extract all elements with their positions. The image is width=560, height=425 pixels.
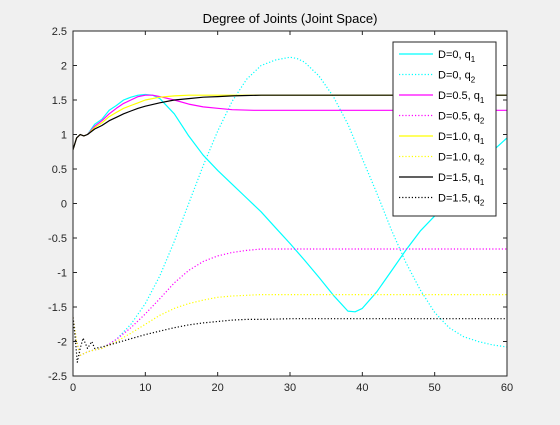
series-line-6 bbox=[73, 294, 507, 356]
legend-label: D=0, q1 bbox=[438, 49, 476, 64]
y-tick-label: 1.5 bbox=[52, 95, 67, 107]
x-tick-label: 0 bbox=[70, 382, 76, 394]
tick-layer: 0 10 20 30 40 50 60 -2.5 -2 -1.5 -1 -0.5 0 0.5 1 1.5 2 2.… bbox=[48, 26, 513, 394]
series-layer bbox=[73, 56, 507, 363]
y-tick-label: -0.5 bbox=[48, 233, 67, 245]
legend: D=0, q1 D=0, q2 D=0.5, q1 D=0.5, q2 D=1.0, q… bbox=[392, 41, 497, 217]
series-line-7 bbox=[73, 94, 507, 150]
y-tick-label: 2 bbox=[61, 61, 67, 73]
series-line-1 bbox=[73, 93, 507, 313]
y-tick-label: -1 bbox=[57, 268, 67, 280]
x-tick-label: 10 bbox=[139, 382, 151, 394]
legend-label: D=0, q2 bbox=[438, 70, 476, 85]
chart-title: Degree of Joints (Joint Space) bbox=[203, 11, 378, 26]
legend-label: D=1.0, q2 bbox=[438, 152, 485, 167]
legend-label: D=1.5, q2 bbox=[438, 193, 485, 208]
legend-label: D=1.0, q1 bbox=[438, 131, 485, 146]
x-tick-label: 30 bbox=[284, 382, 296, 394]
y-tick-label: 2.5 bbox=[52, 26, 67, 38]
x-tick-label: 40 bbox=[356, 382, 368, 394]
legend-label: D=1.5, q1 bbox=[438, 172, 485, 187]
legend-box bbox=[392, 41, 497, 217]
y-tick-label: -1.5 bbox=[48, 302, 67, 314]
legend-label: D=0.5, q1 bbox=[438, 90, 485, 105]
x-tick-label: 50 bbox=[429, 382, 441, 394]
x-tick-label: 60 bbox=[501, 382, 513, 394]
series-line-2 bbox=[73, 56, 507, 356]
y-tick-label: -2 bbox=[57, 337, 67, 349]
y-tick-label: 0.5 bbox=[52, 164, 67, 176]
y-tick-label: 0 bbox=[61, 199, 67, 211]
y-tick-label: -2.5 bbox=[48, 371, 67, 383]
legend-label: D=0.5, q2 bbox=[438, 111, 485, 126]
y-tick-label: 1 bbox=[61, 130, 67, 142]
x-tick-label: 20 bbox=[212, 382, 224, 394]
